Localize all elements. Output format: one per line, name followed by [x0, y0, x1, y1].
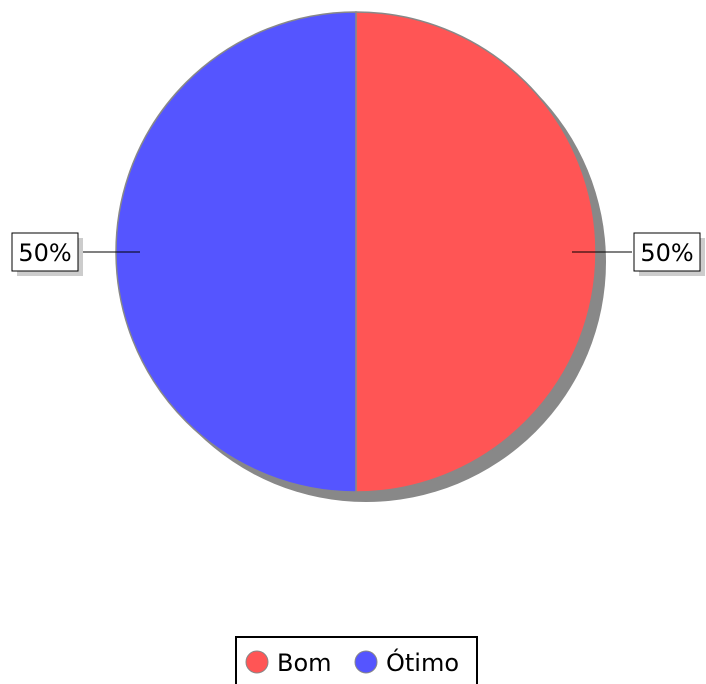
pie-slice-bom — [355, 11, 597, 493]
slice-label-otimo: 50% — [18, 239, 71, 267]
legend-swatch-otimo — [354, 650, 378, 674]
pie-slices — [115, 11, 597, 493]
slice-label-box-otimo — [11, 232, 79, 272]
legend-label-otimo: Ótimo — [386, 647, 459, 677]
pie-slice-otimo — [115, 11, 357, 493]
slice-label-box-bom — [633, 232, 701, 272]
slice-label-bom: 50% — [640, 239, 693, 267]
legend: Bom Ótimo — [235, 636, 478, 684]
slice-labels: 50% 50% — [11, 232, 705, 276]
legend-label-bom: Bom — [277, 649, 332, 677]
legend-swatch-bom — [245, 650, 269, 674]
